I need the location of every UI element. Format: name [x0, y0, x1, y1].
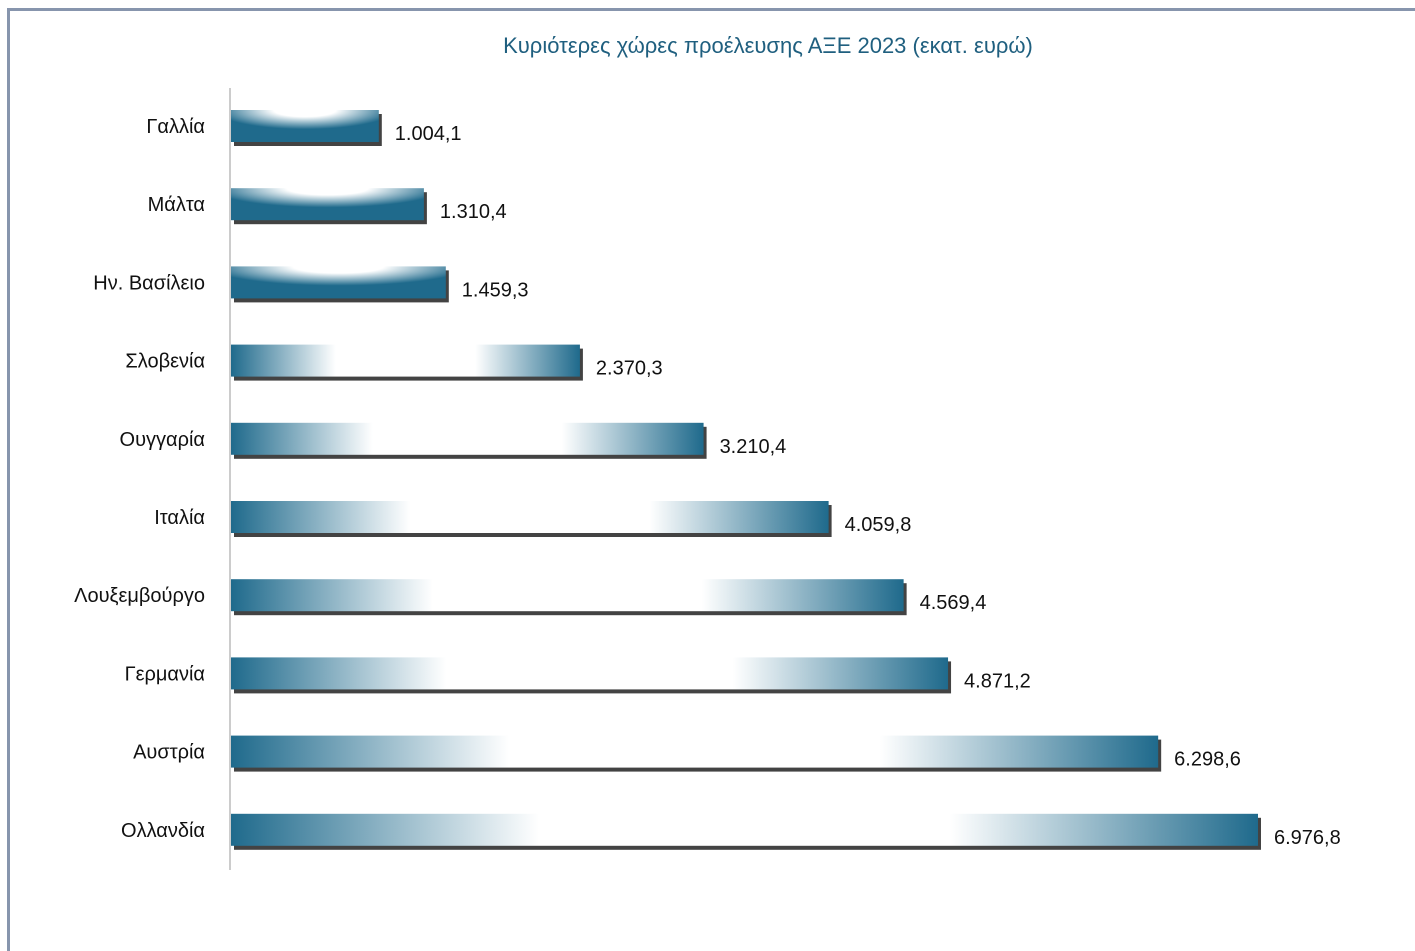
- value-label: 6.976,8: [1274, 827, 1341, 849]
- bar-8: [231, 735, 1159, 768]
- bar-5: [231, 501, 829, 533]
- value-label: 1.310,4: [440, 201, 507, 223]
- bar-3: [231, 344, 580, 377]
- category-label: Ουγγαρία: [120, 429, 205, 451]
- category-label: Λουξεμβούργο: [74, 585, 205, 607]
- chart-frame: Κυριότερες χώρες προέλευσης ΑΞΕ 2023 (εκ…: [7, 8, 1415, 951]
- category-label: Ολλανδία: [121, 820, 205, 842]
- value-label: 4.871,2: [964, 670, 1031, 692]
- bar-7: [231, 657, 949, 690]
- chart-title: Κυριότερες χώρες προέλευσης ΑΞΕ 2023 (εκ…: [503, 33, 1033, 58]
- value-label: 3.210,4: [720, 436, 787, 458]
- bar-6: [231, 579, 904, 612]
- bar-1: [231, 188, 424, 221]
- value-label: 6.298,6: [1174, 749, 1241, 771]
- value-label: 4.569,4: [920, 592, 987, 614]
- bar-0: [231, 110, 379, 142]
- category-label: Αυστρία: [133, 742, 205, 764]
- category-label: Γαλλία: [146, 116, 205, 138]
- bars-group: Γαλλία 1.004,1 Μάλτα 1.310,4 Ην. Βασίλειο 1.4…: [74, 110, 1341, 850]
- category-label: Ην. Βασίλειο: [93, 272, 205, 294]
- category-label: Γερμανία: [125, 663, 205, 685]
- value-label: 1.459,3: [462, 279, 529, 301]
- value-label: 4.059,8: [845, 514, 912, 536]
- bar-4: [231, 422, 704, 455]
- value-label: 1.004,1: [395, 123, 462, 145]
- value-label: 2.370,3: [596, 358, 663, 380]
- category-label: Ιταλία: [154, 507, 205, 529]
- bar-9: [231, 813, 1258, 846]
- category-label: Μάλτα: [148, 194, 205, 216]
- bar-2: [231, 266, 446, 299]
- category-label: Σλοβενία: [125, 351, 205, 373]
- bar-chart: Κυριότερες χώρες προέλευσης ΑΞΕ 2023 (εκ…: [74, 33, 1341, 870]
